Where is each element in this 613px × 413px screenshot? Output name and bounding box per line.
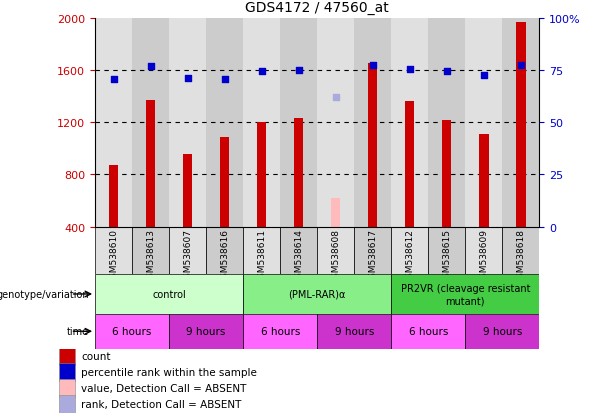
Point bbox=[405, 66, 415, 73]
Text: 6 hours: 6 hours bbox=[261, 326, 300, 337]
Bar bbox=[354, 19, 391, 227]
Text: time: time bbox=[67, 326, 89, 337]
Bar bbox=[183, 154, 192, 227]
Bar bbox=[243, 275, 391, 314]
Bar bbox=[391, 19, 428, 227]
Text: percentile rank within the sample: percentile rank within the sample bbox=[81, 367, 257, 377]
Text: GSM538610: GSM538610 bbox=[109, 228, 118, 283]
Bar bbox=[95, 227, 132, 275]
Bar bbox=[59, 379, 75, 397]
Bar bbox=[318, 19, 354, 227]
Text: value, Detection Call = ABSENT: value, Detection Call = ABSENT bbox=[81, 383, 246, 393]
Text: control: control bbox=[152, 289, 186, 299]
Bar bbox=[503, 19, 539, 227]
Text: 9 hours: 9 hours bbox=[482, 326, 522, 337]
Bar bbox=[206, 227, 243, 275]
Bar bbox=[95, 19, 132, 227]
Text: GSM538612: GSM538612 bbox=[405, 228, 414, 283]
Text: GSM538609: GSM538609 bbox=[479, 228, 489, 283]
Text: 9 hours: 9 hours bbox=[335, 326, 374, 337]
Text: GSM538617: GSM538617 bbox=[368, 228, 377, 283]
Bar bbox=[243, 227, 280, 275]
Bar bbox=[331, 199, 340, 227]
Point bbox=[368, 62, 378, 69]
Bar bbox=[243, 314, 318, 349]
Text: GSM538608: GSM538608 bbox=[331, 228, 340, 283]
Text: rank, Detection Call = ABSENT: rank, Detection Call = ABSENT bbox=[81, 399, 242, 409]
Bar bbox=[59, 395, 75, 413]
Bar bbox=[257, 123, 266, 227]
Text: GSM538614: GSM538614 bbox=[294, 228, 303, 283]
Bar bbox=[318, 314, 391, 349]
Title: GDS4172 / 47560_at: GDS4172 / 47560_at bbox=[245, 1, 389, 15]
Point bbox=[479, 73, 489, 79]
Bar bbox=[503, 227, 539, 275]
Point bbox=[183, 75, 192, 82]
Bar bbox=[428, 19, 465, 227]
Bar bbox=[95, 314, 169, 349]
Bar bbox=[243, 19, 280, 227]
Text: GSM538611: GSM538611 bbox=[257, 228, 266, 283]
Text: GSM538613: GSM538613 bbox=[146, 228, 155, 283]
Bar bbox=[294, 119, 303, 227]
Bar bbox=[465, 19, 503, 227]
Bar bbox=[146, 101, 155, 227]
Point bbox=[146, 64, 156, 70]
Bar bbox=[280, 19, 318, 227]
Bar bbox=[391, 314, 465, 349]
Bar bbox=[280, 227, 318, 275]
Point bbox=[109, 76, 118, 83]
Bar bbox=[206, 19, 243, 227]
Bar bbox=[132, 19, 169, 227]
Text: GSM538615: GSM538615 bbox=[443, 228, 451, 283]
Point bbox=[331, 95, 341, 102]
Text: genotype/variation: genotype/variation bbox=[0, 289, 89, 299]
Bar bbox=[516, 22, 525, 227]
Bar bbox=[368, 64, 378, 227]
Bar bbox=[391, 227, 428, 275]
Bar bbox=[479, 135, 489, 227]
Bar bbox=[405, 102, 414, 227]
Text: PR2VR (cleavage resistant
mutant): PR2VR (cleavage resistant mutant) bbox=[401, 283, 530, 306]
Bar bbox=[95, 275, 243, 314]
Point bbox=[257, 69, 267, 75]
Text: GSM538618: GSM538618 bbox=[516, 228, 525, 283]
Bar bbox=[442, 120, 452, 227]
Point bbox=[294, 67, 303, 74]
Point bbox=[516, 62, 526, 69]
Bar bbox=[220, 137, 229, 227]
Text: count: count bbox=[81, 351, 110, 361]
Text: 6 hours: 6 hours bbox=[409, 326, 448, 337]
Bar bbox=[169, 227, 206, 275]
Bar bbox=[428, 227, 465, 275]
Text: 9 hours: 9 hours bbox=[186, 326, 226, 337]
Bar bbox=[109, 166, 118, 227]
Bar bbox=[354, 227, 391, 275]
Bar bbox=[465, 314, 539, 349]
Text: GSM538616: GSM538616 bbox=[220, 228, 229, 283]
Bar bbox=[132, 227, 169, 275]
Bar bbox=[169, 19, 206, 227]
Text: (PML-RAR)α: (PML-RAR)α bbox=[289, 289, 346, 299]
Text: GSM538607: GSM538607 bbox=[183, 228, 192, 283]
Point bbox=[219, 76, 229, 83]
Bar bbox=[391, 275, 539, 314]
Bar bbox=[59, 347, 75, 365]
Bar bbox=[59, 363, 75, 381]
Bar bbox=[169, 314, 243, 349]
Text: 6 hours: 6 hours bbox=[112, 326, 152, 337]
Bar bbox=[465, 227, 503, 275]
Bar bbox=[318, 227, 354, 275]
Point bbox=[442, 69, 452, 75]
